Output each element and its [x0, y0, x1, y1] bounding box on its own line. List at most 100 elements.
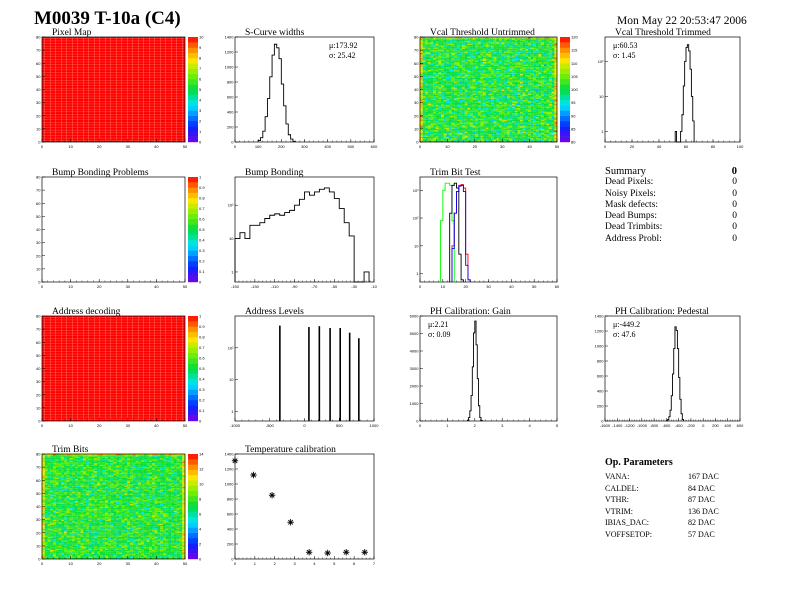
heatmap-cell: [501, 80, 505, 82]
heatmap-cell: [462, 75, 465, 77]
heatmap-cell: [533, 119, 537, 122]
heatmap-cell: [467, 46, 471, 48]
heatmap-cell: [480, 106, 484, 108]
heatmap-cell: [538, 130, 542, 132]
heatmap-cell: [446, 47, 450, 49]
heatmap-cell: [443, 118, 447, 120]
heatmap-cell: [504, 50, 508, 52]
heatmap-cell: [438, 90, 442, 93]
heatmap-cell: [459, 86, 463, 89]
heatmap-cell: [504, 105, 508, 107]
heatmap-cell: [488, 101, 492, 103]
heatmap-cell: [535, 111, 539, 114]
heatmap-cell: [525, 84, 529, 86]
heatmap-cell: [446, 89, 450, 91]
heatmap-cell: [512, 52, 515, 55]
heatmap-cell: [504, 132, 508, 135]
heatmap-cell: [459, 138, 463, 140]
heatmap-cell: [477, 86, 481, 89]
heatmap-cell: [501, 38, 505, 40]
heatmap-cell: [425, 92, 428, 94]
heatmap-cell: [549, 92, 552, 94]
heatmap-cell: [475, 51, 479, 53]
heatmap-cell: [549, 134, 552, 136]
heatmap-cell: [499, 67, 502, 69]
heatmap-cell: [448, 140, 452, 143]
heatmap-cell: [522, 92, 526, 94]
heatmap-cell: [504, 97, 508, 99]
heatmap-cell: [528, 89, 531, 91]
heatmap-cell: [475, 103, 479, 106]
heatmap-cell: [425, 135, 428, 137]
heatmap-cell: [446, 46, 450, 48]
heatmap-cell: [528, 38, 531, 40]
heatmap-cell: [462, 102, 465, 105]
x-tick-label: 30: [126, 284, 131, 289]
heatmap-cell: [427, 106, 431, 108]
heatmap-cell: [488, 58, 492, 60]
heatmap-cell: [525, 93, 529, 95]
heatmap-cell: [530, 77, 534, 80]
heatmap-cell: [496, 110, 500, 112]
heatmap-cell: [528, 118, 531, 120]
y-tick-label: 70: [36, 48, 41, 53]
heatmap-cell: [525, 136, 529, 139]
heatmap-cell: [551, 52, 555, 55]
heatmap-cell: [446, 39, 450, 42]
heatmap-cell: [501, 56, 505, 59]
heatmap-cell: [459, 42, 463, 44]
heatmap-cell: [451, 113, 455, 115]
heatmap-cell: [477, 46, 481, 48]
heatmap-cell: [543, 46, 547, 48]
heatmap-cell: [448, 76, 452, 78]
y-tick-label: 20: [414, 113, 419, 118]
heatmap-cell: [454, 39, 457, 42]
heatmap-cell: [448, 107, 452, 110]
heatmap-cell: [438, 86, 442, 89]
heatmap-cell: [504, 131, 508, 133]
heatmap-cell: [517, 131, 521, 133]
heatmap-cell: [462, 64, 465, 66]
heatmap-cell: [467, 135, 471, 137]
heatmap-cell: [514, 37, 518, 39]
heatmap-cell: [514, 140, 518, 143]
heatmap-cell: [462, 80, 465, 82]
heatmap-cell: [538, 42, 542, 44]
heatmap-cell: [480, 131, 484, 133]
heatmap-cell: [546, 75, 550, 77]
heatmap-cell: [543, 124, 547, 127]
heatmap-cell: [525, 37, 529, 39]
heatmap-cell: [551, 73, 555, 76]
heatmap-cell: [501, 135, 505, 137]
heatmap-cell: [443, 73, 447, 76]
heatmap-cell: [554, 102, 558, 105]
heatmap-cell: [464, 105, 468, 107]
x-tick-label: 80: [711, 144, 716, 149]
heatmap-cell: [517, 111, 521, 114]
heatmap-cell: [530, 132, 534, 135]
heatmap-cell: [435, 58, 439, 60]
heatmap-cell: [462, 63, 465, 65]
heatmap-cell: [459, 82, 463, 85]
heatmap-cell: [443, 77, 447, 80]
heatmap-cell: [475, 56, 479, 59]
heatmap-cell: [483, 93, 486, 95]
heatmap-cell: [499, 82, 502, 85]
heatmap-cell: [499, 51, 502, 53]
heatmap-cell: [549, 111, 552, 114]
heatmap-cell: [430, 102, 434, 105]
heatmap-cell: [530, 75, 534, 77]
heatmap-cell: [514, 118, 518, 120]
y-tick-label: 10: [229, 377, 234, 382]
heatmap-cell: [425, 73, 428, 76]
heatmap-cell: [538, 131, 542, 133]
heatmap-cell: [472, 121, 476, 123]
heatmap-cell: [435, 47, 439, 49]
heatmap-cell: [499, 47, 502, 49]
heatmap-cell: [430, 73, 434, 76]
heatmap-cell: [462, 51, 465, 53]
heatmap-cell: [520, 73, 523, 76]
palette-tick-label: 120: [571, 35, 578, 40]
heatmap-cell: [470, 127, 473, 129]
heatmap-cell: [475, 127, 479, 129]
